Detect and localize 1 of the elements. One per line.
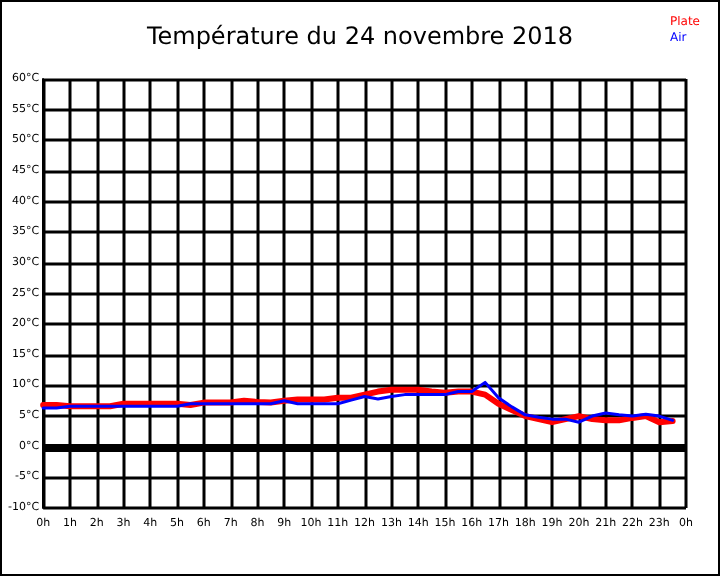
- chart-title: Température du 24 novembre 2018: [144, 22, 574, 50]
